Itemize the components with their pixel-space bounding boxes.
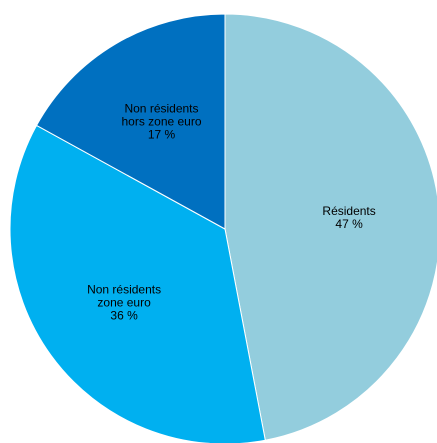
pie-slice-value-0: 47 %: [335, 217, 363, 231]
pie-slice-label-line-2-1: hors zone euro: [121, 115, 201, 129]
pie-slice-value-1: 36 %: [110, 308, 138, 322]
pie-slice-label-line-0-0: Résidents: [322, 204, 375, 218]
pie-slice-label-line-2-0: Non résidents: [124, 102, 198, 116]
pie-slice-value-2: 17 %: [148, 128, 176, 142]
pie-slice-label-2: Non résidents hors zone euro 17 %: [121, 102, 201, 142]
pie-slice-label-1: Non résidents zone euro 36 %: [87, 282, 161, 322]
pie-slice-label-line-1-1: zone euro: [97, 295, 151, 309]
pie-slice-2: [35, 13, 226, 230]
pie-slice-0: [224, 13, 437, 441]
pie-slice-label-0: Résidents 47 %: [322, 204, 375, 231]
pie-slice-label-line-1-0: Non résidents: [87, 282, 161, 296]
